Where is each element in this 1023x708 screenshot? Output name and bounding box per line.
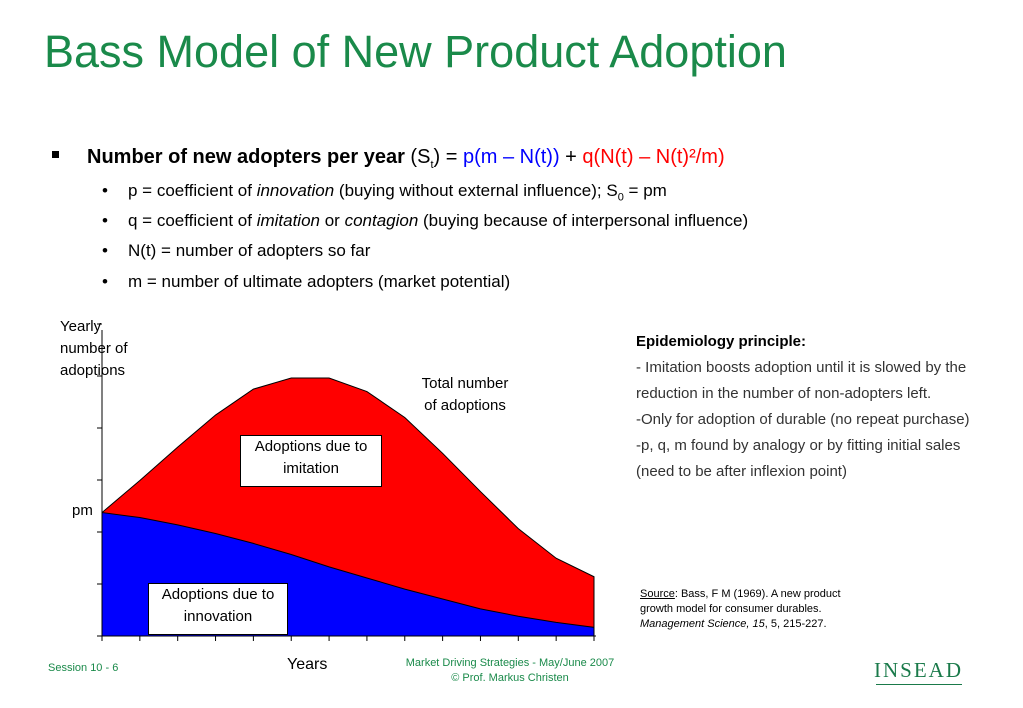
epidemiology-line1: - Imitation boosts adoption until it is …: [636, 359, 967, 402]
p-text-c: = pm: [623, 181, 667, 200]
p-text-em: innovation: [256, 181, 335, 200]
total-line2: of adoptions: [424, 397, 506, 414]
subbullet-p: • p = coefficient of innovation (buying w…: [102, 181, 667, 203]
subbullet-m: • m = number of ultimate adopters (market…: [102, 272, 510, 292]
dot-bullet-icon: •: [102, 272, 108, 291]
source-rest: , 5, 215-227.: [764, 618, 827, 630]
y-axis-label-line2: number of: [60, 340, 128, 357]
bullet-s: (S: [404, 146, 431, 168]
q-text-b: or: [320, 211, 345, 230]
dot-bullet-icon: •: [102, 241, 108, 260]
session-label: Session 10 - 6: [48, 662, 119, 674]
total-line1: Total number: [421, 375, 509, 392]
insead-logo: INSEAD: [874, 658, 963, 682]
imitation-line1: Adoptions due to: [254, 438, 368, 455]
m-text: m = number of ultimate adopters (market …: [128, 272, 511, 291]
y-axis-label-line1: Yearly: [60, 318, 102, 335]
p-text-a: p = coefficient of: [128, 181, 257, 200]
total-adoptions-label: Total number of adoptions: [400, 373, 530, 417]
main-bullet: Number of new adopters per year (St) = p…: [52, 146, 725, 171]
y-axis-label: Yearly number of adoptions: [60, 316, 128, 382]
q-term: q(N(t) – N(t)²/m): [582, 146, 725, 168]
p-term: p(m – N(t)): [462, 146, 560, 168]
logo-underline: [876, 684, 962, 685]
subbullet-n: • N(t) = number of adopters so far: [102, 241, 370, 261]
q-text-em1: imitation: [256, 211, 320, 230]
bullet-bold: Number of new adopters per year: [87, 146, 405, 168]
source-citation: Source: Bass, F M (1969). A new product …: [640, 587, 841, 632]
subbullet-q: • q = coefficient of imitation or contagi…: [102, 211, 748, 231]
course-footer: Market Driving Strategies - May/June 200…: [375, 656, 645, 686]
source-label: Source: [640, 588, 675, 600]
source-journal: Management Science: [640, 618, 747, 630]
epidemiology-line3: -p, q, m found by analogy or by fitting …: [636, 437, 961, 480]
innovation-line1: Adoptions due to: [161, 586, 275, 603]
copyright: © Prof. Markus Christen: [451, 672, 569, 684]
x-axis-label: Years: [287, 656, 328, 673]
q-text-a: q = coefficient of: [128, 211, 257, 230]
y-axis-label-line3: adoptions: [60, 362, 126, 379]
source-line2: growth model for consumer durables.: [640, 603, 822, 615]
imitation-line2: imitation: [283, 460, 339, 477]
bullet-s-sub: t: [430, 159, 434, 171]
course-name: Market Driving Strategies - May/June 200…: [405, 657, 615, 669]
square-bullet-icon: [52, 151, 59, 159]
dot-bullet-icon: •: [102, 181, 108, 200]
q-text-c: (buying because of interpersonal influen…: [418, 211, 749, 230]
plus: +: [559, 146, 583, 168]
imitation-label-box: Adoptions due to imitation: [240, 435, 382, 487]
p-text-sub: 0: [617, 191, 624, 204]
bullet-eq: ) =: [433, 146, 463, 168]
source-vol: , 15: [746, 618, 765, 630]
source-line1: : Bass, F M (1969). A new product: [674, 588, 841, 600]
dot-bullet-icon: •: [102, 211, 108, 230]
n-text: N(t) = number of adopters so far: [128, 241, 371, 260]
pm-label: pm: [72, 502, 93, 519]
q-text-em2: contagion: [344, 211, 419, 230]
epidemiology-notes: Epidemiology principle: - Imitation boos…: [636, 329, 976, 485]
slide-title: Bass Model of New Product Adoption: [44, 26, 787, 77]
innovation-line2: innovation: [183, 608, 253, 625]
p-text-b: (buying without external influence); S: [334, 181, 618, 200]
innovation-label-box: Adoptions due to innovation: [148, 583, 288, 635]
epidemiology-line2: -Only for adoption of durable (no repeat…: [636, 411, 970, 428]
epidemiology-heading: Epidemiology principle:: [636, 333, 807, 350]
